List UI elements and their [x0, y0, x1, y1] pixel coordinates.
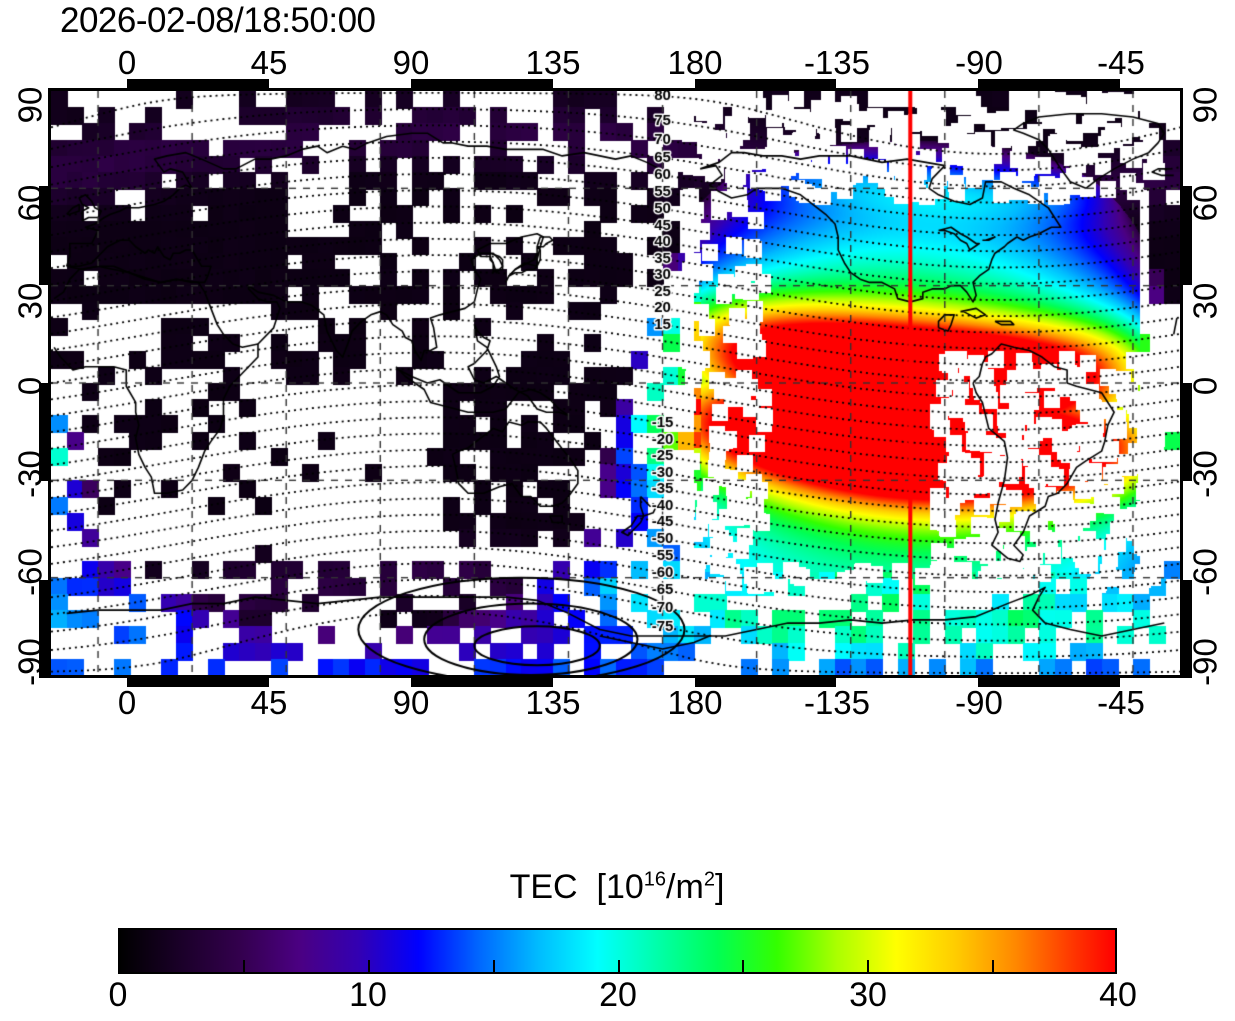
- x-tick-label-bottom-6: -90: [955, 684, 1003, 721]
- colorbar-tick-label-1: 10: [349, 976, 387, 1014]
- y-tickband-right-3: [1183, 383, 1192, 482]
- x-tick-label-bottom-0: 0: [117, 684, 137, 721]
- y-tickband-left-1: [39, 186, 48, 285]
- x-tick-label-bottom-5: -135: [803, 684, 871, 721]
- x-tickband-bottom-2: [410, 678, 553, 687]
- y-tick-label-right-4: -30: [1186, 450, 1224, 498]
- y-tick-label-right-1: 60: [1186, 184, 1224, 222]
- x-tickband-bottom-6: [978, 678, 1121, 687]
- tec-map-plot: [48, 88, 1183, 678]
- x-tickband-top-4: [694, 79, 837, 88]
- colorbar-minor-tick-15: [492, 960, 495, 974]
- x-tick-label-top-3: 135: [525, 44, 581, 81]
- x-tick-label-top-0: 0: [117, 44, 137, 81]
- colorbar-minor-tick-10: [367, 960, 370, 974]
- colorbar-title: TEC [1016/m2]: [510, 868, 725, 907]
- x-tick-label-top-2: 90: [392, 44, 430, 81]
- y-tick-label-right-2: 30: [1186, 282, 1224, 320]
- x-tick-label-bottom-1: 45: [250, 684, 288, 721]
- colorbar-tick-label-3: 30: [849, 976, 887, 1014]
- x-tickband-top-0: [127, 79, 269, 88]
- x-tick-label-top-5: -135: [803, 44, 871, 81]
- x-tickband-top-2: [410, 79, 553, 88]
- x-tickband-bottom-4: [694, 678, 837, 687]
- colorbar-tick-label-4: 40: [1099, 976, 1137, 1014]
- y-tickband-left-5: [39, 579, 48, 678]
- y-tick-label-right-5: -60: [1186, 548, 1224, 596]
- x-tick-label-bottom-4: 180: [667, 684, 723, 721]
- tec-heatmap-canvas: [51, 91, 1180, 675]
- x-tickband-top-6: [978, 79, 1121, 88]
- x-tick-label-top-7: -45: [1097, 44, 1145, 81]
- y-tick-label-right-3: 0: [1186, 376, 1224, 396]
- x-tick-label-bottom-3: 135: [525, 684, 581, 721]
- y-tickband-right-5: [1183, 579, 1192, 678]
- page-title: 2026-02-08/18:50:00: [60, 1, 376, 40]
- x-tickband-bottom-0: [127, 678, 269, 687]
- colorbar-minor-tick-5: [242, 960, 245, 974]
- y-tick-label-left-0: 90: [11, 86, 49, 124]
- colorbar-title-text: TEC [1016/m2]: [509, 868, 725, 906]
- colorbar-minor-tick-35: [992, 960, 995, 974]
- y-tickband-right-1: [1183, 186, 1192, 285]
- y-tickband-left-3: [39, 383, 48, 482]
- x-tick-label-top-4: 180: [667, 44, 723, 81]
- colorbar-tick-label-0: 0: [108, 976, 128, 1014]
- y-tick-label-left-2: 30: [11, 282, 49, 320]
- x-tick-label-bottom-2: 90: [392, 684, 430, 721]
- colorbar-minor-tick-25: [742, 960, 745, 974]
- x-tick-label-bottom-7: -45: [1097, 684, 1145, 721]
- y-tick-label-right-0: 90: [1186, 86, 1224, 124]
- colorbar-tick-label-2: 20: [599, 976, 637, 1014]
- y-tick-label-right-6: -90: [1186, 638, 1224, 686]
- colorbar-minor-tick-30: [867, 960, 870, 974]
- x-tick-label-top-6: -90: [955, 44, 1003, 81]
- colorbar-minor-tick-20: [617, 960, 620, 974]
- x-tick-label-top-1: 45: [250, 44, 288, 81]
